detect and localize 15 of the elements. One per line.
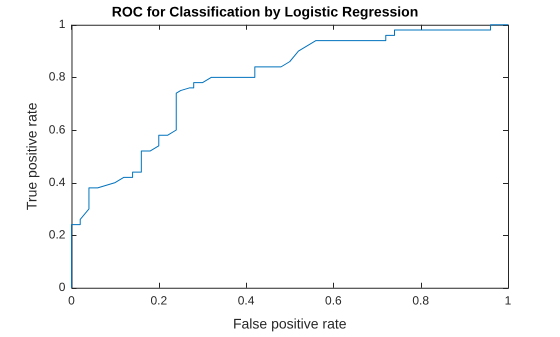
y-tick-label: 0.8 xyxy=(48,70,66,84)
x-axis-title: False positive rate xyxy=(232,315,347,332)
y-tick-label: 0.2 xyxy=(48,228,66,242)
y-tick-label: 0.6 xyxy=(48,122,66,136)
y-axis-title: True positive rate xyxy=(23,102,40,210)
x-tick-label: 0.2 xyxy=(150,293,168,308)
x-tick-label: 0.8 xyxy=(412,293,430,308)
x-tick-label: 1 xyxy=(504,293,512,308)
y-tick-label: 0 xyxy=(58,280,66,294)
chart-title: ROC for Classification by Logistic Regression xyxy=(112,3,418,20)
x-tick-label: 0.4 xyxy=(238,293,255,308)
x-tick-label: 0.6 xyxy=(325,293,342,308)
x-tick-label: 0 xyxy=(68,293,76,308)
y-tick-label: 0.4 xyxy=(48,174,66,189)
y-tick-label: 1 xyxy=(58,17,66,32)
